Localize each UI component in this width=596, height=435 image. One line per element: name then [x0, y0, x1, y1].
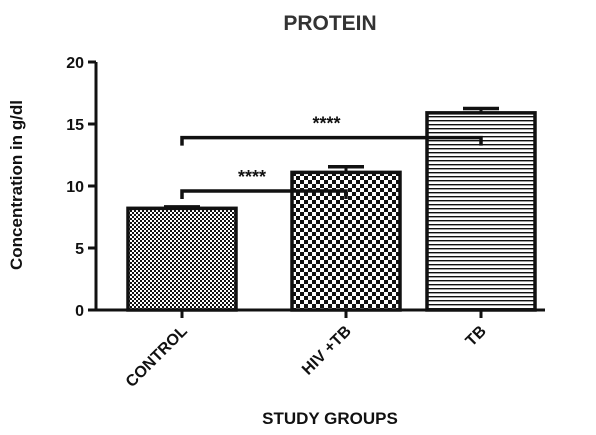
y-tick-label-3: 15: [66, 117, 84, 134]
y-tick-label-0: 0: [75, 303, 84, 320]
plot-area: 0 5 10 15 20 CONTROL HIV +TB TB **** ****: [66, 55, 545, 391]
bar-0: [126, 206, 238, 312]
y-tick-label-2: 10: [66, 179, 84, 196]
y-axis-label: Concentration in g/dl: [7, 100, 26, 270]
significance-bracket-0: [180, 135, 483, 146]
x-tick-label-0: CONTROL: [123, 323, 191, 391]
x-axis-label: STUDY GROUPS: [262, 409, 398, 428]
significance-label-0: ****: [312, 114, 340, 134]
chart-title: PROTEIN: [283, 12, 376, 35]
significance-label-1: ****: [238, 167, 266, 187]
y-tick-label-4: 20: [66, 55, 84, 72]
x-tick-label-1: HIV +TB: [299, 323, 355, 379]
x-tick-label-2: TB: [463, 323, 490, 350]
y-tick-label-1: 5: [75, 241, 84, 258]
significance-bracket-1: [180, 189, 348, 199]
